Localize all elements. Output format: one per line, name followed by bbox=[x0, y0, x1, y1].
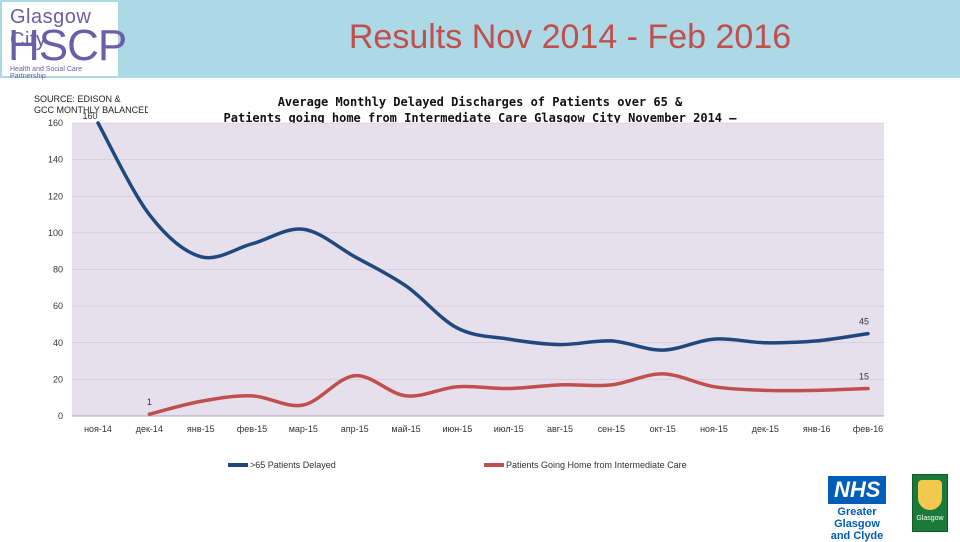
y-tick-label: 120 bbox=[48, 191, 63, 201]
x-tick-label: дек-15 bbox=[752, 424, 779, 434]
x-tick-label: июл-15 bbox=[494, 424, 524, 434]
x-tick-label: янв-16 bbox=[803, 424, 831, 434]
data-label: 15 bbox=[859, 372, 869, 382]
y-tick-label: 20 bbox=[53, 374, 63, 384]
x-tick-label: ноя-14 bbox=[84, 424, 112, 434]
nhs-subtitle-line: Greater Glasgow bbox=[814, 506, 900, 530]
x-tick-label: май-15 bbox=[391, 424, 420, 434]
x-tick-label: апр-15 bbox=[341, 424, 369, 434]
nhs-logo: NHS bbox=[828, 476, 886, 504]
data-label: 1 bbox=[147, 397, 152, 407]
legend: >65 Patients Delayed Patients Going Home … bbox=[228, 460, 687, 470]
x-tick-label: сен-15 bbox=[598, 424, 625, 434]
y-tick-label: 40 bbox=[53, 338, 63, 348]
y-tick-label: 160 bbox=[48, 118, 63, 128]
legend-label: >65 Patients Delayed bbox=[250, 460, 336, 470]
nhs-logo-block: NHS Greater Glasgow and Clyde bbox=[814, 476, 900, 530]
x-tick-label: мар-15 bbox=[289, 424, 318, 434]
x-tick-label: фев-15 bbox=[237, 424, 267, 434]
x-tick-label: дек-14 bbox=[136, 424, 163, 434]
nhs-subtitle: Greater Glasgow and Clyde bbox=[814, 506, 900, 542]
y-tick-label: 80 bbox=[53, 265, 63, 275]
x-axis: ноя-14 дек-14 янв-15 фев-15 мар-15 апр-15 май-… bbox=[72, 416, 884, 434]
x-tick-label: окт-15 bbox=[650, 424, 676, 434]
data-label: 160 bbox=[82, 111, 97, 121]
x-tick-label: ноя-15 bbox=[700, 424, 728, 434]
x-tick-label: июн-15 bbox=[442, 424, 472, 434]
x-tick-label: янв-15 bbox=[187, 424, 215, 434]
crest-shield-icon bbox=[918, 480, 942, 510]
y-tick-label: 100 bbox=[48, 228, 63, 238]
nhs-subtitle-line: and Clyde bbox=[814, 530, 900, 542]
y-tick-label: 140 bbox=[48, 155, 63, 165]
x-tick-label: фев-16 bbox=[853, 424, 883, 434]
glasgow-crest-icon: Glasgow bbox=[912, 474, 948, 532]
x-tick-label: авг-15 bbox=[547, 424, 573, 434]
y-tick-label: 0 bbox=[58, 411, 63, 421]
data-label: 45 bbox=[859, 317, 869, 327]
crest-label: Glasgow bbox=[913, 515, 947, 522]
y-tick-label: 60 bbox=[53, 301, 63, 311]
legend-label: Patients Going Home from Intermediate Ca… bbox=[506, 460, 687, 470]
